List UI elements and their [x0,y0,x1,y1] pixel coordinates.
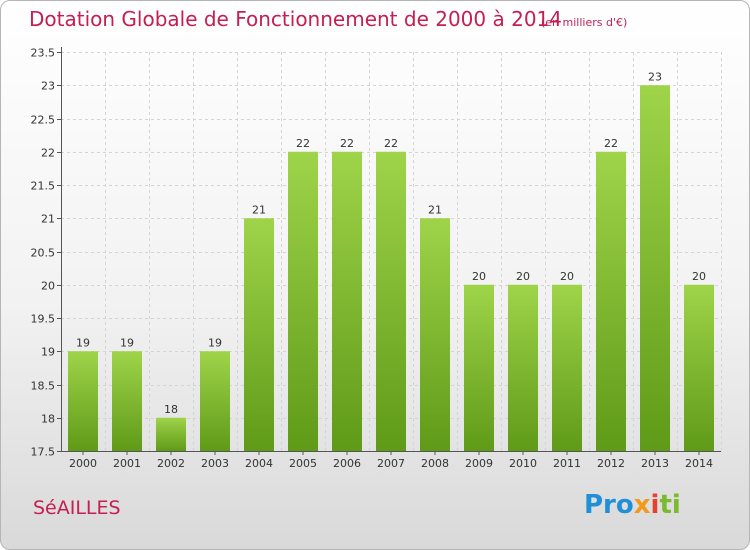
y-tick-label: 18 [41,413,55,426]
y-tick-label: 22 [41,147,55,160]
bar-value-label: 18 [164,403,178,416]
x-tick-label: 2009 [465,457,493,470]
x-tick-label: 2008 [421,457,449,470]
bar [508,284,538,451]
bar [420,218,450,451]
y-tick-label: 20 [41,280,55,293]
logo-part-2: x [633,490,651,520]
x-tick-label: 2013 [641,457,669,470]
x-tick-label: 2006 [333,457,361,470]
x-tick-label: 2004 [245,457,273,470]
x-tick-label: 2000 [69,457,97,470]
y-tick-label: 21.5 [31,180,56,193]
bar [640,85,670,451]
bar [288,151,318,451]
x-tick-label: 2007 [377,457,405,470]
y-tick-label: 21 [41,213,55,226]
bar [244,218,274,451]
bar-value-label: 23 [648,70,662,83]
labels: 17.5 18 18.5 19 19.5 20 20.5 21 21.5 22 22.5 23 23.5… [31,47,714,471]
bar [464,284,494,451]
proxiti-logo[interactable]: Proxiti [584,490,681,520]
x-tick-label: 2003 [201,457,229,470]
y-tick-label: 18.5 [31,380,56,393]
x-tick-label: 2002 [157,457,185,470]
bar-value-label: 22 [296,137,310,150]
bar-value-label: 22 [384,137,398,150]
x-tick-label: 2011 [553,457,581,470]
bars [68,85,714,451]
bar-value-label: 19 [76,336,90,349]
y-tick-label: 17.5 [31,446,56,459]
bar-value-label: 19 [120,336,134,349]
y-tick-label: 22.5 [31,114,56,127]
y-tick-label: 23.5 [31,47,56,60]
bar [156,417,186,451]
bar-value-label: 20 [560,270,574,283]
bar [200,351,230,451]
bar-value-label: 22 [340,137,354,150]
bar [68,351,98,451]
bar-value-label: 20 [472,270,486,283]
logo-part-3: i [650,490,660,520]
bar [376,151,406,451]
y-tick-label: 19.5 [31,313,56,326]
logo-part-1: Pro [584,490,634,520]
x-tick-label: 2012 [597,457,625,470]
y-tick-label: 20.5 [31,247,56,260]
bar [552,284,582,451]
bar [596,151,626,451]
bar-value-label: 20 [516,270,530,283]
bar [112,351,142,451]
y-tick-label: 19 [41,346,55,359]
bar-value-label: 21 [428,203,442,216]
bar [332,151,362,451]
chart-subtitle: (en milliers d'€) [541,16,628,29]
logo-part-4: ti [659,490,681,520]
bar-value-label: 20 [692,270,706,283]
y-tick-label: 23 [41,80,55,93]
bar-value-label: 22 [604,137,618,150]
commune-name: SéAILLES [33,497,121,519]
bar-value-label: 21 [252,203,266,216]
bar-value-label: 19 [208,336,222,349]
x-tick-label: 2010 [509,457,537,470]
chart-title: Dotation Globale de Fonctionnement de 20… [29,7,562,31]
x-tick-label: 2001 [113,457,141,470]
x-tick-label: 2014 [685,457,713,470]
bar [684,284,714,451]
axes [57,47,721,455]
x-tick-label: 2005 [289,457,317,470]
